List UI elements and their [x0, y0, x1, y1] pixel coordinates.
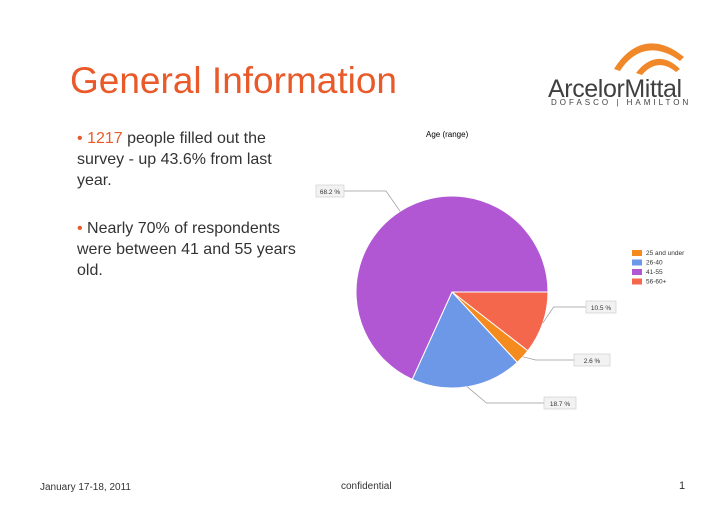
legend-label: 41-55 — [646, 269, 663, 276]
bullet-text: Nearly 70% of respondents were between 4… — [77, 220, 296, 279]
respondent-count: 1217 — [87, 130, 123, 147]
legend-swatch — [632, 259, 642, 266]
bullet-marker: • — [77, 130, 83, 147]
pie-leader-line — [522, 356, 574, 361]
legend-label: 56-60+ — [646, 279, 667, 286]
legend-swatch — [632, 269, 642, 275]
pie-data-label-text: 10.5 % — [591, 305, 611, 312]
legend-label: 25 and under — [646, 250, 685, 257]
footer-confidential: confidential — [341, 481, 392, 492]
logo-wordmark: ArcelorMittal — [548, 75, 682, 103]
pie-slice-26-40 — [411, 291, 518, 389]
pie-data-label-text: 68.2 % — [320, 189, 340, 196]
legend-swatch — [632, 278, 642, 285]
pie-data-label: 18.7 % — [543, 396, 577, 410]
pie-data-label: 10.5 % — [585, 300, 617, 314]
footer-date: January 17-18, 2011 — [40, 482, 131, 493]
company-logo: ArcelorMittal DOFASCO | HAMILTON — [548, 35, 688, 110]
bullet-text: people filled out the survey - up 43.6% … — [77, 130, 272, 189]
pie-data-label: 2.6 % — [573, 353, 611, 367]
pie-data-label: 68.2 % — [315, 184, 345, 198]
legend-swatch — [632, 250, 642, 256]
swoosh-logo-icon — [614, 43, 684, 75]
page-number: 1 — [679, 480, 686, 492]
pie-data-label-text: 2.6 % — [584, 358, 601, 365]
bullet-marker: • — [77, 220, 83, 237]
bullet-list: • 1217 people filled out the survey - up… — [77, 128, 307, 308]
age-pie-chart: Age (range) 10.5 % 2.6 % 18.7 % 68.2 % 25 a… — [315, 130, 685, 410]
pie-leader-line — [542, 306, 586, 324]
bullet-respondents: • 1217 people filled out the survey - up… — [77, 128, 307, 191]
legend-label: 26-40 — [646, 260, 663, 267]
chart-title: Age (range) — [426, 130, 469, 139]
pie-leader-line — [344, 190, 401, 212]
logo-subline: DOFASCO | HAMILTON — [551, 98, 692, 107]
bullet-age: • Nearly 70% of respondents were between… — [77, 218, 307, 281]
slide-title: General Information — [70, 60, 398, 101]
pie-leader-line — [467, 386, 544, 404]
pie-slice-41-55 — [355, 195, 549, 381]
pie-data-label-text: 18.7 % — [550, 401, 570, 408]
